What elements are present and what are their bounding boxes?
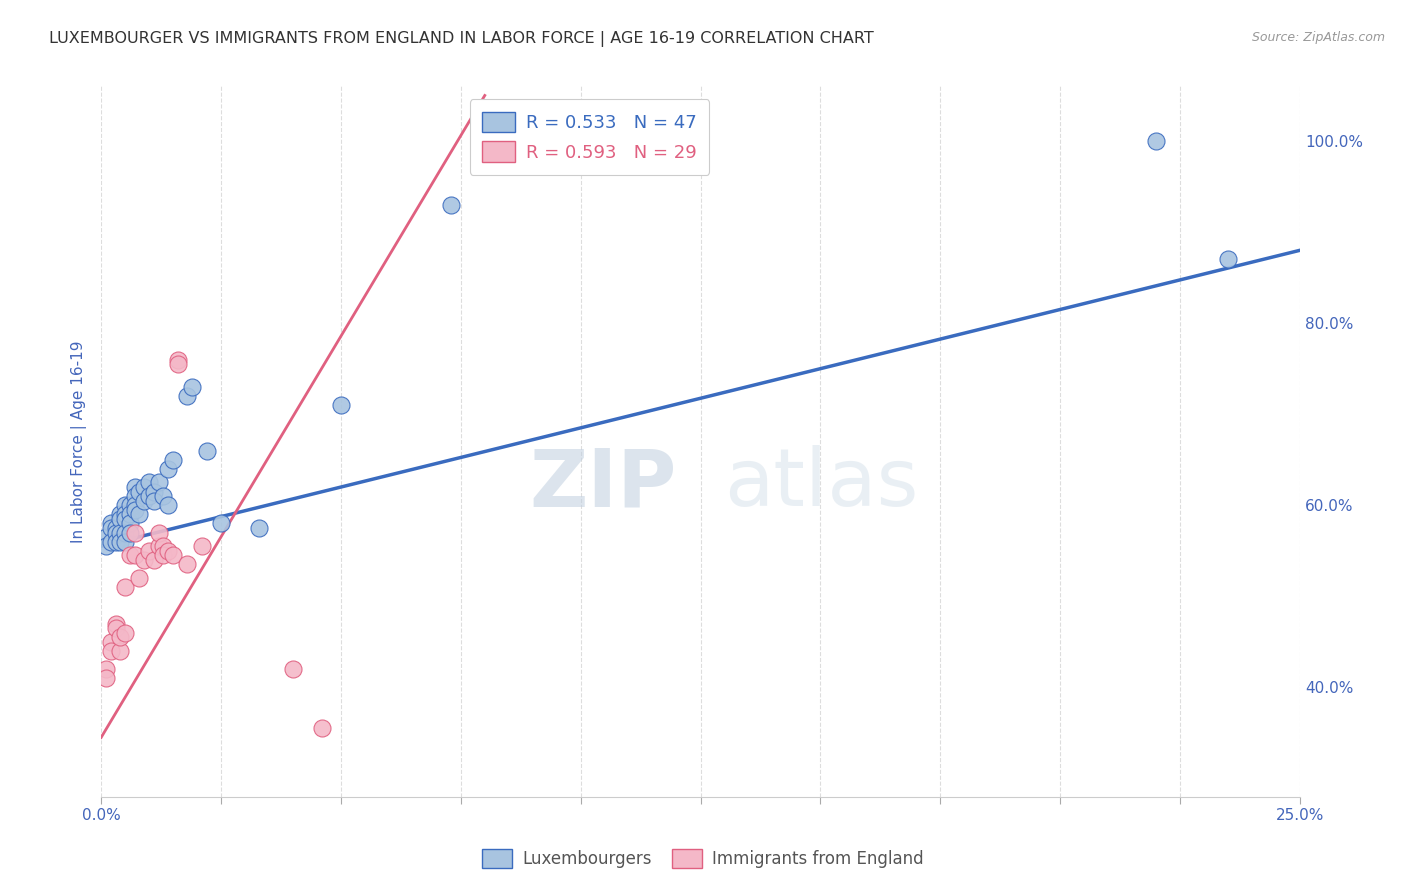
Point	[94, 530, 117, 544]
Point	[311, 722, 333, 736]
Point	[100, 644, 122, 658]
Point	[118, 498, 141, 512]
Point	[138, 475, 160, 490]
Point	[124, 549, 146, 563]
Text: Source: ZipAtlas.com: Source: ZipAtlas.com	[1251, 31, 1385, 45]
Point	[104, 534, 127, 549]
Point	[157, 498, 180, 512]
Legend: Luxembourgers, Immigrants from England: Luxembourgers, Immigrants from England	[475, 842, 931, 875]
Point	[209, 516, 232, 531]
Point	[166, 352, 188, 367]
Point	[440, 198, 463, 212]
Point	[114, 625, 136, 640]
Point	[162, 549, 184, 563]
Point	[100, 534, 122, 549]
Point	[94, 539, 117, 553]
Point	[100, 635, 122, 649]
Point	[128, 484, 150, 499]
Point	[124, 525, 146, 540]
Point	[124, 489, 146, 503]
Point	[104, 621, 127, 635]
Point	[114, 512, 136, 526]
Text: atlas: atlas	[724, 445, 920, 523]
Point	[176, 389, 198, 403]
Legend: R = 0.533   N = 47, R = 0.593   N = 29: R = 0.533 N = 47, R = 0.593 N = 29	[470, 99, 709, 175]
Point	[176, 558, 198, 572]
Point	[124, 480, 146, 494]
Point	[114, 580, 136, 594]
Point	[104, 616, 127, 631]
Point	[162, 452, 184, 467]
Point	[157, 543, 180, 558]
Point	[110, 630, 132, 644]
Point	[152, 489, 174, 503]
Point	[128, 571, 150, 585]
Point	[104, 525, 127, 540]
Point	[110, 508, 132, 522]
Point	[142, 493, 165, 508]
Point	[118, 516, 141, 531]
Point	[134, 493, 156, 508]
Point	[110, 644, 132, 658]
Point	[110, 534, 132, 549]
Point	[110, 512, 132, 526]
Point	[148, 525, 170, 540]
Point	[1216, 252, 1239, 267]
Point	[100, 516, 122, 531]
Point	[124, 503, 146, 517]
Point	[118, 549, 141, 563]
Point	[114, 498, 136, 512]
Text: ZIP: ZIP	[529, 445, 676, 523]
Point	[114, 508, 136, 522]
Point	[281, 662, 304, 676]
Point	[138, 489, 160, 503]
Point	[148, 539, 170, 553]
Point	[152, 549, 174, 563]
Point	[157, 462, 180, 476]
Point	[110, 525, 132, 540]
Point	[94, 671, 117, 685]
Point	[247, 521, 270, 535]
Point	[100, 521, 122, 535]
Y-axis label: In Labor Force | Age 16-19: In Labor Force | Age 16-19	[72, 340, 87, 542]
Point	[118, 508, 141, 522]
Point	[152, 539, 174, 553]
Point	[114, 525, 136, 540]
Point	[104, 521, 127, 535]
Point	[142, 553, 165, 567]
Point	[191, 539, 214, 553]
Point	[1144, 134, 1167, 148]
Point	[134, 480, 156, 494]
Point	[329, 398, 352, 412]
Point	[181, 380, 204, 394]
Point	[128, 508, 150, 522]
Point	[114, 534, 136, 549]
Point	[118, 525, 141, 540]
Point	[166, 357, 188, 371]
Point	[138, 543, 160, 558]
Point	[134, 553, 156, 567]
Point	[195, 443, 218, 458]
Text: LUXEMBOURGER VS IMMIGRANTS FROM ENGLAND IN LABOR FORCE | AGE 16-19 CORRELATION C: LUXEMBOURGER VS IMMIGRANTS FROM ENGLAND …	[49, 31, 875, 47]
Point	[142, 484, 165, 499]
Point	[124, 498, 146, 512]
Point	[94, 662, 117, 676]
Point	[148, 475, 170, 490]
